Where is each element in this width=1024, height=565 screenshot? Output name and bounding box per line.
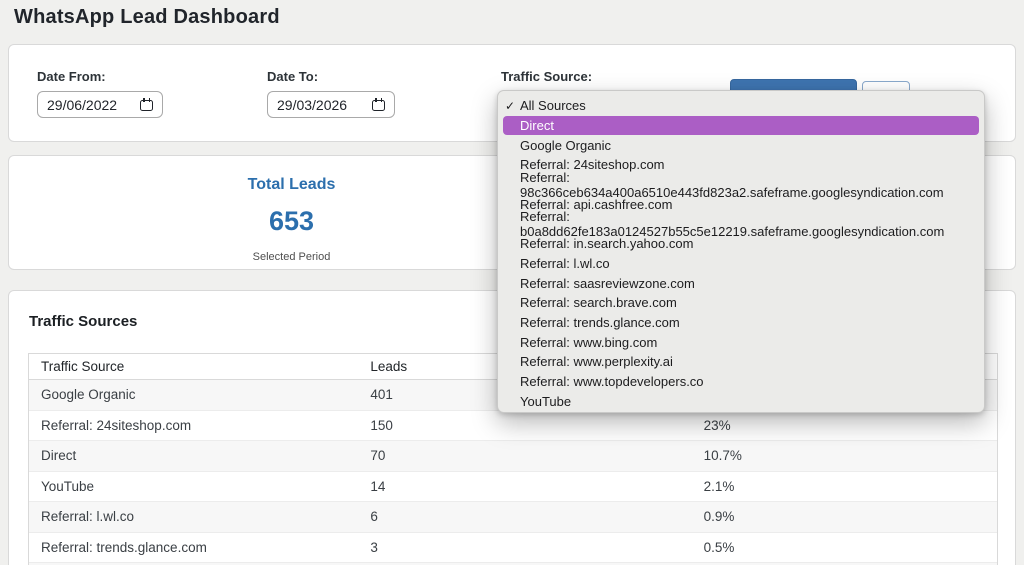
dropdown-option[interactable]: Referral: l.wl.co	[498, 254, 984, 274]
cell-percentage: 2.1%	[703, 478, 735, 494]
dropdown-option-label: Referral: www.bing.com	[520, 334, 658, 350]
calendar-icon[interactable]	[372, 98, 385, 111]
check-icon: ✓	[505, 98, 516, 113]
dropdown-option[interactable]: Referral: search.brave.com	[498, 293, 984, 313]
dropdown-option-label: Referral: saasreviewzone.com	[520, 275, 695, 291]
date-from-value: 29/06/2022	[47, 96, 118, 113]
dropdown-option-label: Referral: 24siteshop.com	[520, 157, 665, 173]
dropdown-option[interactable]: Referral: www.perplexity.ai	[498, 352, 984, 372]
cell-leads: 14	[370, 478, 386, 494]
table-row[interactable]: Referral: trends.glance.com 3 0.5%	[29, 533, 997, 563]
dropdown-option[interactable]: Referral: in.search.yahoo.com	[498, 234, 984, 254]
cell-source: Referral: l.wl.co	[41, 509, 135, 525]
cell-source: YouTube	[41, 478, 95, 494]
cell-percentage: 10.7%	[703, 448, 742, 464]
dropdown-option[interactable]: Referral: trends.glance.com	[498, 313, 984, 333]
cell-leads: 70	[370, 448, 386, 464]
cell-leads: 6	[370, 509, 378, 525]
dropdown-option-label: All Sources	[520, 98, 586, 114]
traffic-source-group: Traffic Source:	[501, 69, 592, 84]
cell-percentage: 0.5%	[703, 539, 735, 555]
dropdown-option[interactable]: Referral: www.topdevelopers.co	[498, 372, 984, 392]
traffic-source-label: Traffic Source:	[501, 69, 593, 84]
dropdown-option-label: Referral: search.brave.com	[520, 295, 677, 311]
cell-source: Google Organic	[41, 387, 136, 403]
dropdown-option-label: Referral: 98c366ceb634a400a6510e443fd823…	[520, 169, 944, 200]
column-header-traffic-source: Traffic Source	[41, 359, 125, 374]
date-to-label: Date To:	[267, 69, 319, 84]
dropdown-option-all-sources[interactable]: ✓ All Sources	[498, 96, 984, 116]
dropdown-option[interactable]: Referral: saasreviewzone.com	[498, 273, 984, 293]
date-to-group: Date To: 29/03/2026	[267, 69, 395, 118]
dropdown-option-label: Referral: www.topdevelopers.co	[520, 373, 704, 389]
table-row[interactable]	[29, 563, 997, 565]
cell-leads: 3	[370, 539, 378, 555]
dropdown-option[interactable]: Referral: b0a8dd62fe183a0124527b55c5e122…	[498, 209, 984, 239]
date-to-value: 29/03/2026	[277, 96, 348, 113]
table-row[interactable]: Referral: 24siteshop.com 150 23%	[29, 411, 997, 441]
total-leads-subtitle: Selected Period	[252, 251, 331, 263]
total-leads-value: 653	[268, 206, 315, 236]
date-from-input[interactable]: 29/06/2022	[37, 91, 163, 118]
traffic-source-dropdown: ✓ All Sources Direct Google Organic Refe…	[497, 90, 985, 413]
calendar-icon[interactable]	[140, 98, 153, 111]
column-header-leads: Leads	[370, 359, 408, 374]
dropdown-option[interactable]: YouTube	[498, 391, 984, 411]
cell-leads: 150	[370, 417, 393, 433]
total-leads-title: Total Leads	[247, 176, 336, 193]
cell-source: Direct	[41, 448, 77, 464]
dropdown-option[interactable]: Referral: api.cashfree.com	[498, 194, 984, 214]
cell-percentage: 23%	[703, 417, 731, 433]
traffic-sources-heading: Traffic Sources	[29, 313, 138, 330]
dropdown-option-label: Referral: l.wl.co	[520, 255, 610, 271]
date-to-input[interactable]: 29/03/2026	[267, 91, 395, 118]
dropdown-option-label: Referral: trends.glance.com	[520, 314, 680, 330]
dropdown-option-label: Google Organic	[520, 137, 612, 153]
date-from-label: Date From:	[37, 69, 106, 84]
dropdown-option-label: YouTube	[520, 393, 572, 409]
dropdown-option-label: Referral: www.perplexity.ai	[520, 354, 673, 370]
dropdown-option-label: Referral: api.cashfree.com	[520, 196, 673, 212]
table-row[interactable]: Referral: l.wl.co 6 0.9%	[29, 502, 997, 533]
cell-percentage: 0.9%	[703, 509, 735, 525]
cell-source: Referral: 24siteshop.com	[41, 417, 192, 433]
dropdown-option[interactable]: Referral: 24siteshop.com	[498, 155, 984, 175]
date-from-group: Date From: 29/06/2022	[37, 69, 163, 118]
dropdown-option-direct[interactable]: Direct	[503, 115, 979, 136]
dropdown-option-label: Referral: in.search.yahoo.com	[520, 236, 694, 252]
dropdown-option[interactable]: Referral: 98c366ceb634a400a6510e443fd823…	[498, 170, 984, 200]
table-row[interactable]: Direct 70 10.7%	[29, 441, 997, 472]
dropdown-option-label: Direct	[520, 118, 554, 134]
dropdown-option[interactable]: Google Organic	[498, 135, 984, 155]
table-row[interactable]: YouTube 14 2.1%	[29, 472, 997, 502]
page-title: WhatsApp Lead Dashboard	[14, 6, 280, 28]
dropdown-option[interactable]: Referral: www.bing.com	[498, 332, 984, 352]
cell-source: Referral: trends.glance.com	[41, 539, 207, 555]
cell-leads: 401	[370, 387, 393, 403]
dropdown-option-label: Referral: b0a8dd62fe183a0124527b55c5e122…	[520, 208, 945, 239]
